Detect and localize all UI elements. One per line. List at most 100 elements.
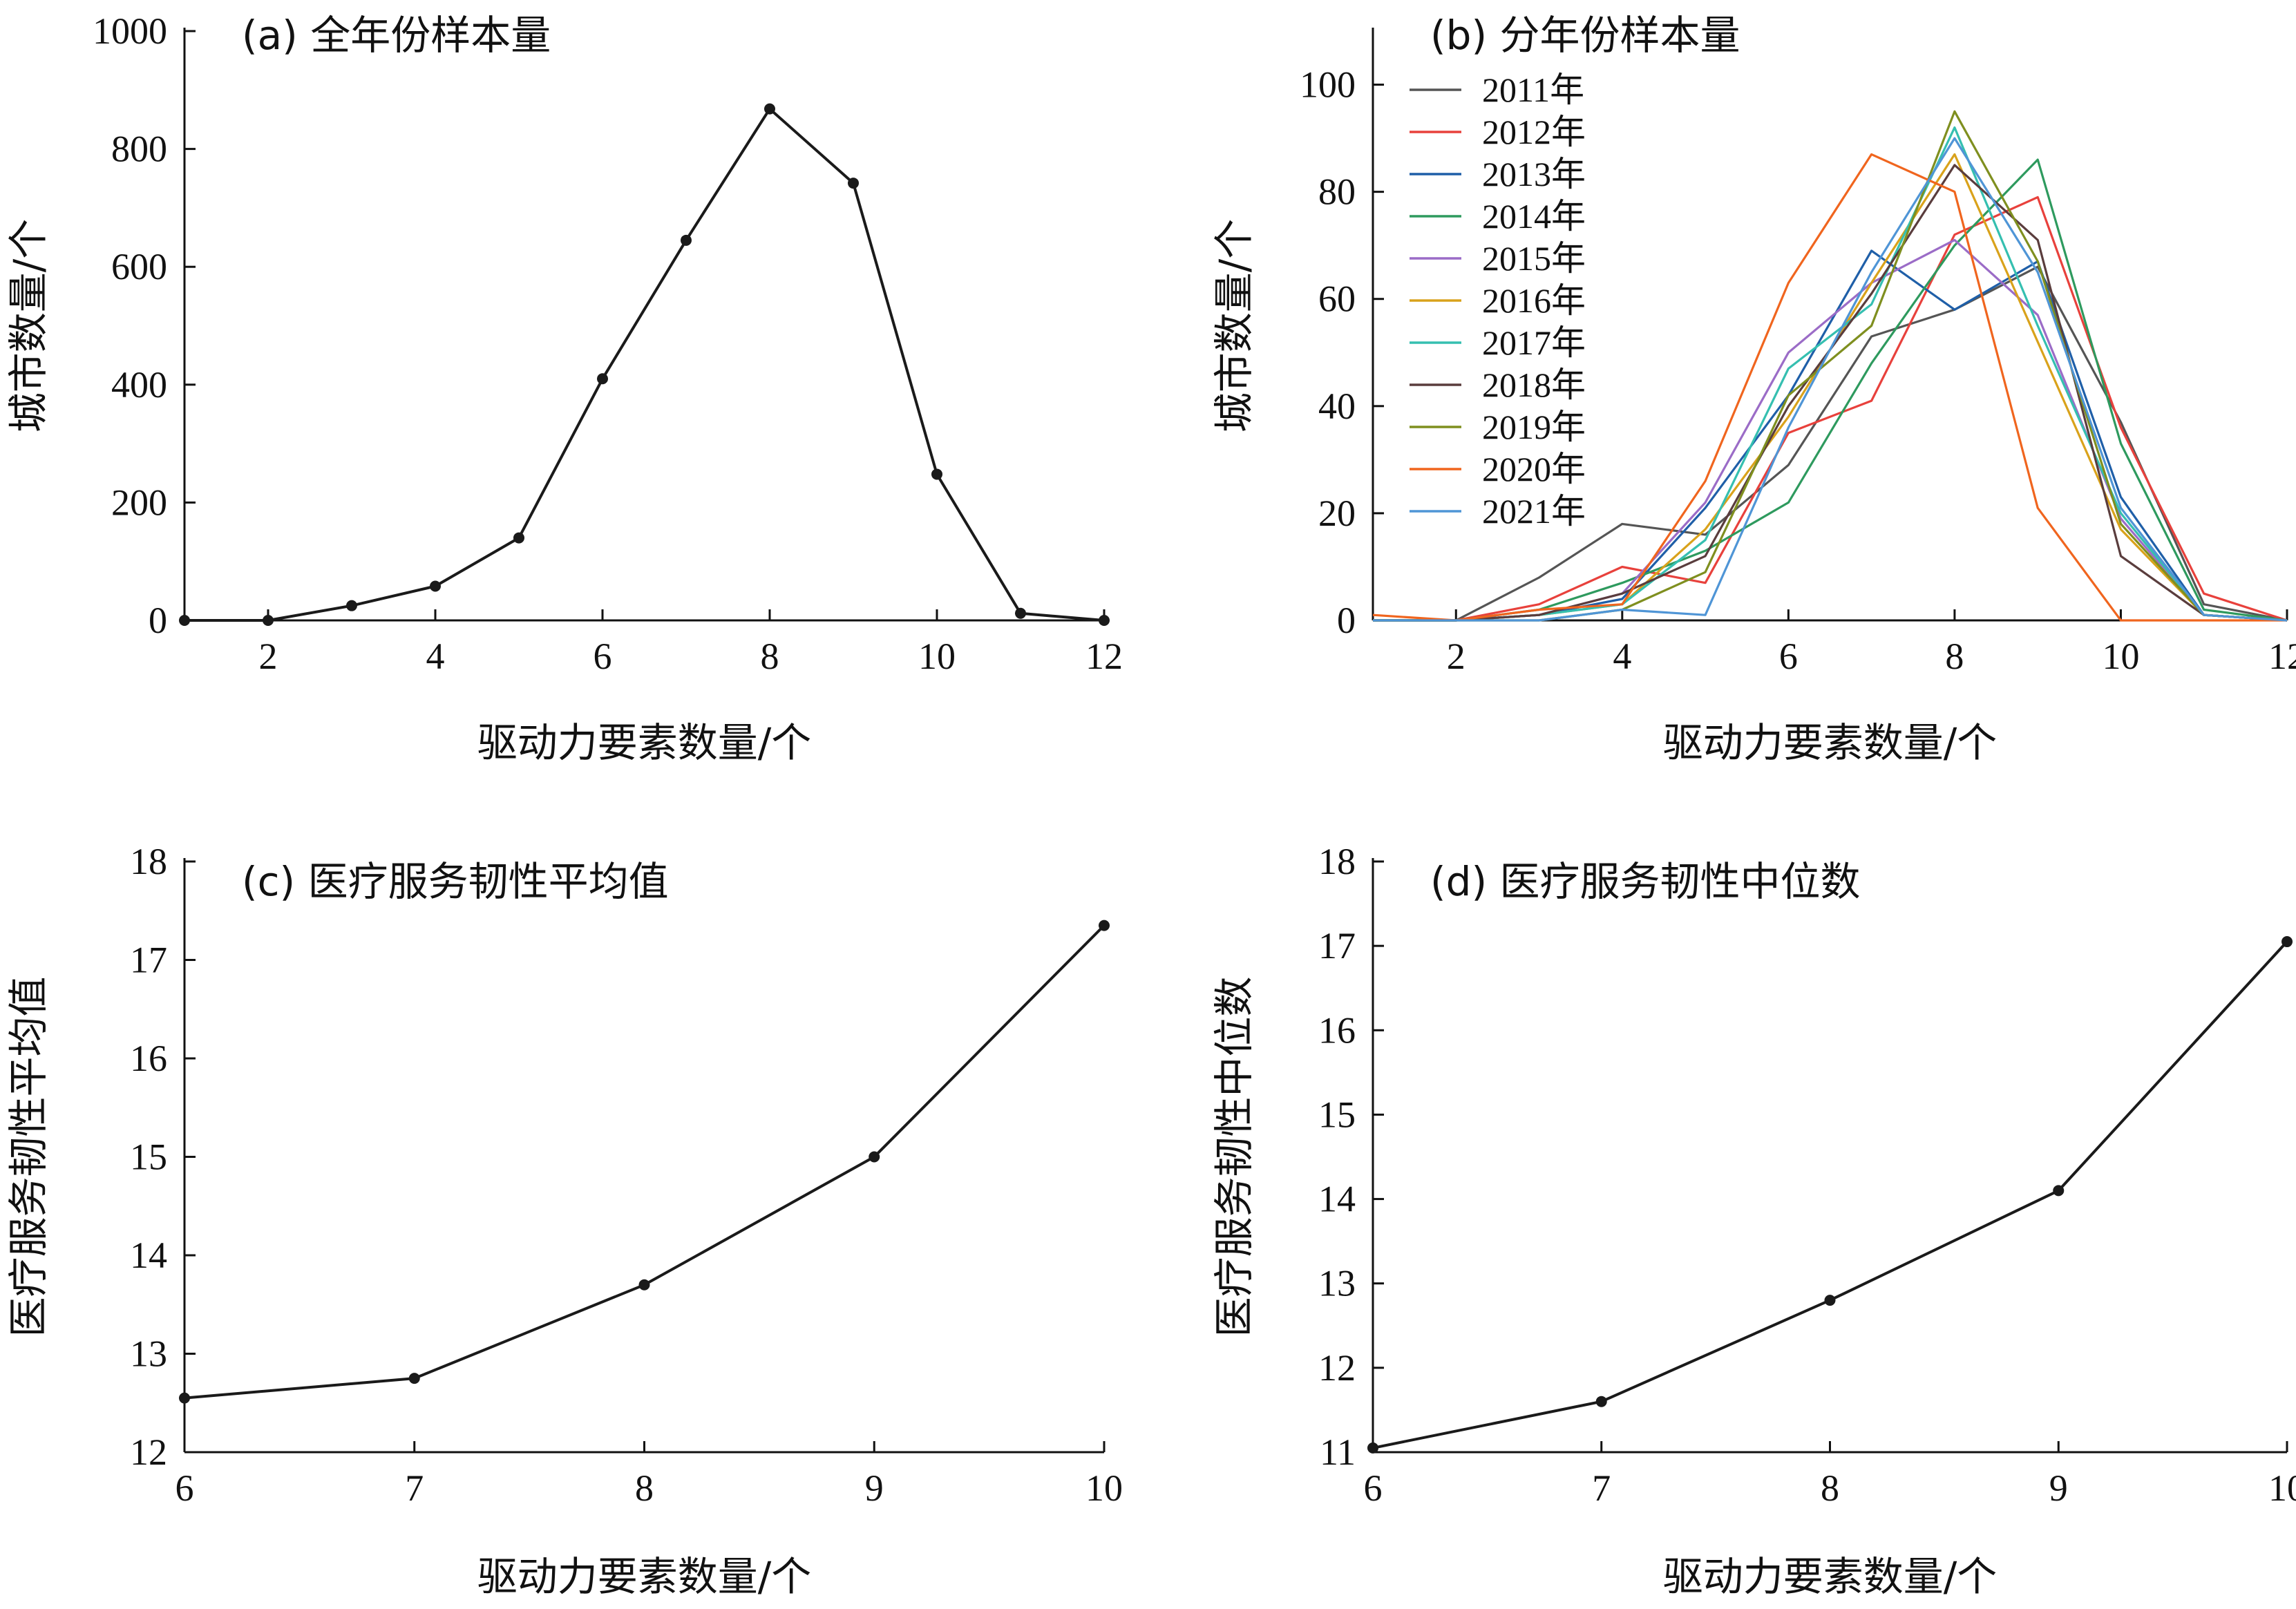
- x-tick-label: 8: [635, 1467, 654, 1509]
- y-tick-label: 400: [111, 364, 167, 406]
- data-point: [638, 1279, 650, 1291]
- data-point: [848, 178, 859, 189]
- series-line: [1373, 196, 2288, 622]
- y-tick-label: 600: [111, 246, 167, 287]
- x-tick-label: 10: [918, 636, 956, 677]
- panel-d: 11 12 13 14 15 16 17 18 6 7 8 9 10 (d) 医疗服务韧性中位数驱动力要素…: [1211, 841, 2296, 1600]
- legend-label: 2012年: [1482, 113, 1586, 151]
- legend-label: 2016年: [1482, 281, 1586, 320]
- x-axis-title: 驱动力要素数量/个: [1663, 1553, 1998, 1600]
- y-tick-label: 18: [130, 841, 167, 882]
- data-point: [2053, 1185, 2065, 1197]
- x-tick-label: 12: [1085, 636, 1123, 677]
- y-axis-title: 医疗服务韧性平均值: [5, 976, 52, 1337]
- y-tick-label: 200: [111, 482, 167, 523]
- legend-label: 2018年: [1482, 365, 1586, 404]
- y-tick-label: 11: [1320, 1431, 1356, 1473]
- y-tick-label: 17: [130, 940, 167, 981]
- y-axis-title: 医疗服务韧性中位数: [1211, 976, 1258, 1337]
- legend-label: 2013年: [1482, 155, 1586, 193]
- y-tick-label: 14: [130, 1235, 167, 1276]
- panel-title: (a) 全年份样本量: [242, 12, 551, 59]
- x-tick-label: 2: [1447, 636, 1465, 677]
- x-axis-title: 驱动力要素数量/个: [477, 1553, 812, 1600]
- y-tick-label: 40: [1318, 385, 1356, 427]
- x-tick-label: 10: [2102, 636, 2139, 677]
- data-point: [681, 234, 692, 246]
- panel-c: 12 13 14 15 16 17 18 6 7 8 9 10 (c) 医疗服务韧性平均值驱动力要素数量…: [5, 841, 1123, 1600]
- x-tick-label: 4: [1613, 636, 1631, 677]
- data-point: [764, 103, 775, 115]
- y-tick-label: 14: [1318, 1179, 1356, 1220]
- series-line: [1373, 265, 2288, 622]
- x-tick-label: 10: [2268, 1467, 2296, 1509]
- data-point: [1015, 607, 1026, 619]
- legend-label: 2011年: [1482, 70, 1584, 109]
- y-tick-label: 16: [130, 1038, 167, 1079]
- x-tick-label: 7: [1592, 1467, 1611, 1509]
- x-tick-label: 8: [1821, 1467, 1839, 1509]
- y-tick-label: 100: [1300, 64, 1356, 106]
- data-point: [430, 580, 441, 592]
- x-tick-label: 4: [426, 636, 445, 677]
- y-tick-label: 0: [149, 600, 167, 641]
- x-tick-label: 9: [865, 1467, 884, 1509]
- panel-a: 0 200 400 600 800 1000 2 4 6 8 10 12 (a) 全年份样本量驱动力要素…: [5, 10, 1123, 766]
- series-line: [1373, 137, 2288, 622]
- data-point: [408, 1373, 420, 1384]
- x-tick-label: 12: [2268, 636, 2296, 677]
- x-tick-label: 9: [2049, 1467, 2068, 1509]
- y-axis-title: 城市数量/个: [5, 219, 52, 433]
- x-tick-label: 2: [259, 636, 278, 677]
- y-tick-label: 18: [1318, 841, 1356, 882]
- data-point: [346, 600, 357, 611]
- x-tick-label: 6: [594, 636, 612, 677]
- panel-title: (c) 医疗服务韧性平均值: [242, 858, 669, 905]
- series-line: [1372, 940, 2288, 1449]
- x-axis-title: 驱动力要素数量/个: [1663, 719, 1998, 766]
- data-point: [597, 373, 608, 385]
- y-tick-label: 13: [130, 1333, 167, 1375]
- data-point: [1595, 1396, 1607, 1407]
- y-tick-label: 12: [130, 1431, 167, 1473]
- data-point: [1099, 615, 1110, 626]
- y-tick-label: 0: [1337, 600, 1356, 641]
- y-tick-label: 16: [1318, 1009, 1356, 1051]
- y-tick-label: 15: [130, 1136, 167, 1178]
- x-tick-label: 7: [405, 1467, 424, 1509]
- data-point: [513, 532, 524, 544]
- legend-label: 2019年: [1482, 408, 1586, 446]
- data-point: [1099, 920, 1110, 931]
- y-tick-label: 12: [1318, 1347, 1356, 1389]
- legend-label: 2017年: [1482, 323, 1586, 362]
- data-point: [869, 1151, 880, 1163]
- data-point: [2281, 936, 2293, 948]
- x-tick-label: 10: [1085, 1467, 1123, 1509]
- y-tick-label: 800: [111, 128, 167, 170]
- legend-label: 2014年: [1482, 197, 1586, 236]
- y-tick-label: 80: [1318, 171, 1356, 213]
- y-tick-label: 1000: [93, 10, 167, 52]
- x-tick-label: 6: [175, 1467, 194, 1509]
- x-axis-title: 驱动力要素数量/个: [477, 719, 812, 766]
- y-tick-label: 17: [1318, 925, 1356, 967]
- data-point: [179, 1392, 190, 1404]
- series-line: [184, 924, 1106, 1400]
- data-point: [179, 615, 190, 626]
- legend-label: 2020年: [1482, 450, 1586, 488]
- y-tick-label: 20: [1318, 493, 1356, 534]
- y-tick-label: 60: [1318, 278, 1356, 320]
- legend: 2011年 2012年 2013年 2014年2015年2016年2017年2018年…: [1410, 70, 1586, 531]
- x-tick-label: 6: [1779, 636, 1798, 677]
- data-point: [263, 615, 274, 626]
- panel-title: (d) 医疗服务韧性中位数: [1430, 858, 1861, 905]
- panel-title: (b) 分年份样本量: [1430, 12, 1740, 59]
- series-line: [184, 107, 1105, 622]
- data-point: [931, 468, 942, 480]
- x-tick-label: 8: [761, 636, 779, 677]
- x-tick-label: 6: [1364, 1467, 1383, 1509]
- series-line: [1372, 153, 2287, 622]
- y-axis-title: 城市数量/个: [1211, 219, 1258, 433]
- x-tick-label: 8: [1945, 636, 1964, 677]
